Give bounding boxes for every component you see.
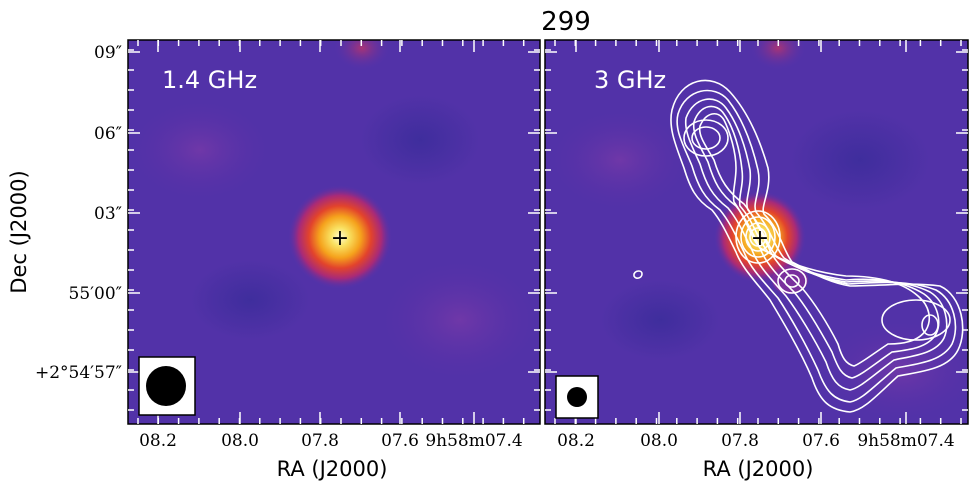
contour-blip (633, 270, 643, 279)
panel-1-4ghz: 1.4 GHz + (127, 39, 541, 425)
contour-south-peak-2 (921, 314, 939, 336)
noise-blob (360, 95, 480, 185)
panel-right-ticks (545, 40, 968, 424)
y-tick-label: 06″ (94, 124, 122, 144)
x-tick-labels-left: 08.2 08.0 07.8 07.6 9h58m07.4 (139, 431, 523, 451)
x-axis-label-right: RA (J2000) (703, 457, 814, 481)
x-tick-label: 07.8 (721, 431, 759, 451)
core-emission (288, 185, 392, 289)
x-tick-label: 08.2 (557, 431, 595, 451)
source-marker: + (331, 226, 349, 251)
contour-south-peak-1 (881, 299, 951, 341)
y-axis-label: Dec (J2000) (7, 170, 31, 293)
contour-core-1 (735, 210, 781, 264)
panel-right-label: 3 GHz (594, 66, 666, 94)
contour-3 (684, 98, 948, 391)
contour-north-peak-1 (683, 119, 729, 157)
contour-knot-2 (784, 274, 800, 288)
noise-blob (130, 100, 270, 200)
beam-ellipse-left (146, 366, 186, 406)
contour-4 (692, 105, 940, 379)
x-axis-label-left: RA (J2000) (277, 457, 388, 481)
panel-right-frame (544, 39, 969, 425)
panel-left-frame (127, 39, 541, 425)
source-marker: + (751, 226, 769, 251)
panel-left-ticks (128, 40, 540, 424)
y-tick-label: +2°54′57″ (35, 363, 122, 383)
contours (633, 79, 964, 413)
x-tick-label: 9h58m07.4 (857, 431, 954, 451)
y-tick-label: 03″ (94, 204, 122, 224)
noise-blob (600, 280, 720, 360)
y-tick-label: 55′00″ (69, 284, 122, 304)
contour-outer (670, 79, 964, 413)
y-tick-labels: 09″ 06″ 03″ 55′00″ +2°54′57″ (35, 43, 122, 383)
beam-ellipse-right (567, 387, 587, 407)
y-tick-label: 09″ (94, 43, 122, 63)
x-tick-label: 07.6 (802, 431, 840, 451)
panel-left-label: 1.4 GHz (162, 66, 257, 94)
x-tick-label: 07.8 (301, 431, 339, 451)
contour-knot-1 (777, 268, 807, 294)
panel-3ghz: 3 GHz + (544, 39, 969, 425)
x-tick-label: 9h58m07.4 (425, 431, 522, 451)
contour-core-2 (740, 216, 776, 258)
x-tick-label: 07.6 (381, 431, 419, 451)
noise-blob (790, 110, 930, 210)
noise-blob (190, 260, 310, 340)
contour-core-4 (749, 227, 767, 247)
top-emission (334, 40, 390, 70)
noise-blob (380, 260, 540, 380)
x-tick-label: 08.0 (221, 431, 259, 451)
x-tick-label: 08.2 (139, 431, 177, 451)
contour-2 (676, 89, 957, 403)
x-tick-label: 08.0 (640, 431, 678, 451)
top-emission (750, 40, 806, 70)
contour-core-3 (745, 222, 771, 252)
contour-north-peak-2 (691, 126, 721, 150)
noise-blob (550, 110, 690, 210)
x-tick-labels-right: 08.2 08.0 07.8 07.6 9h58m07.4 (557, 431, 955, 451)
figure-title: 299 (541, 7, 591, 37)
